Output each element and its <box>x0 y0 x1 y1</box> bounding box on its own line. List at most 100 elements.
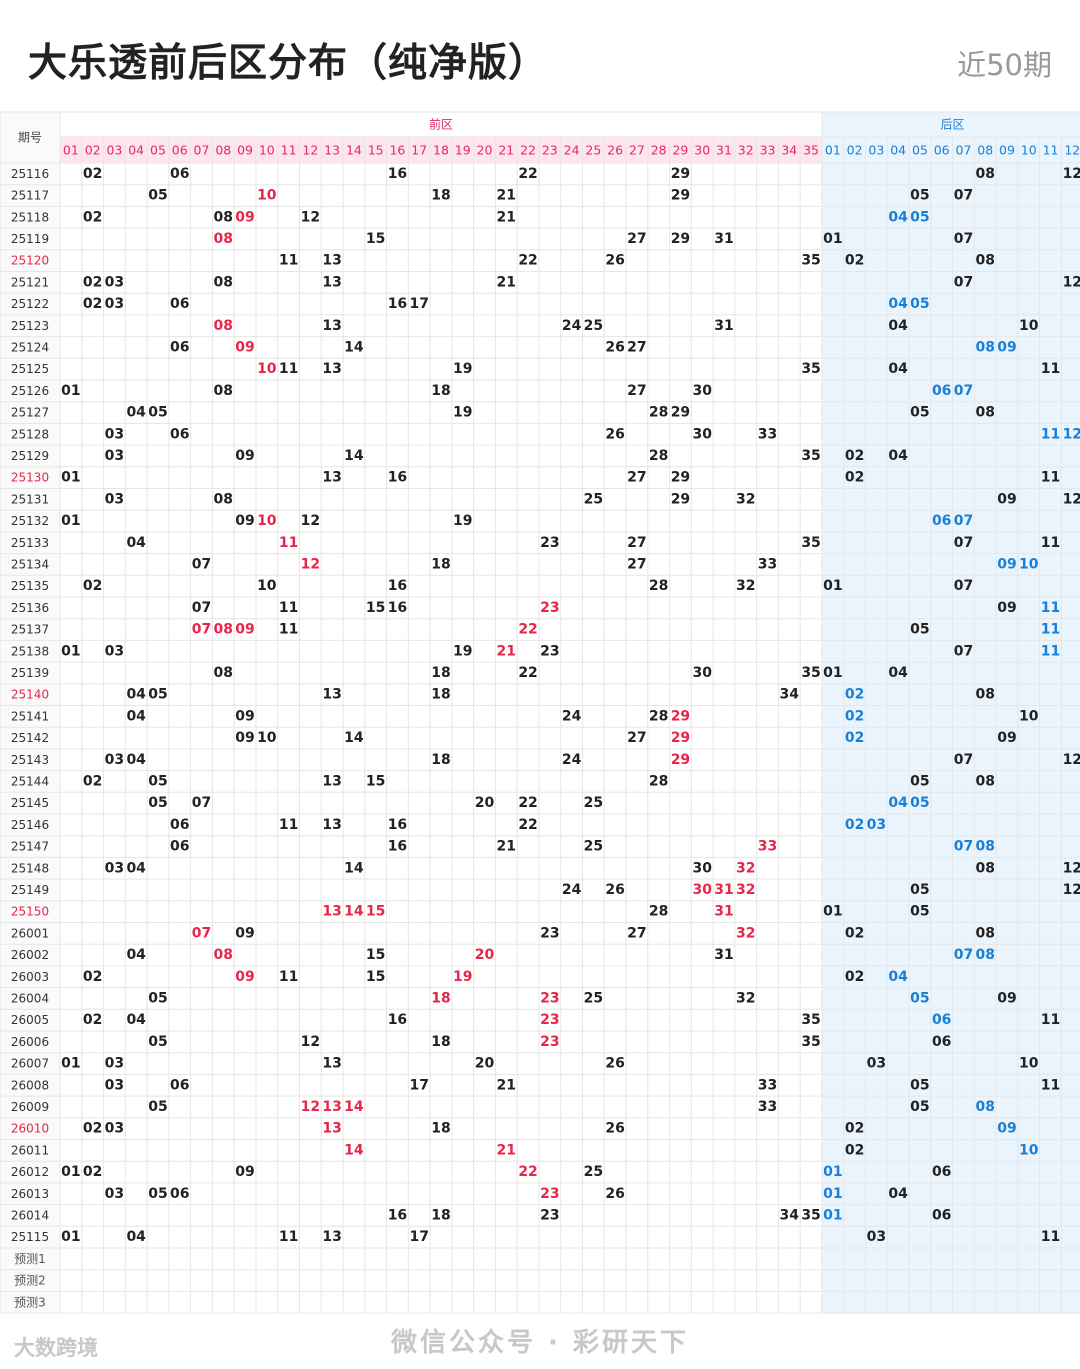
front-number: 02 <box>83 1121 102 1137</box>
front-number: 07 <box>192 600 211 616</box>
front-number: 12 <box>301 1034 320 1050</box>
front-number: 24 <box>562 708 582 724</box>
front-header-background <box>60 137 822 163</box>
back-number: 05 <box>910 405 929 421</box>
front-number: 01 <box>61 1056 80 1072</box>
front-column-label: 07 <box>194 143 210 158</box>
front-number: 19 <box>453 405 472 421</box>
front-number: 18 <box>431 687 450 703</box>
front-number: 09 <box>235 708 254 724</box>
back-number: 09 <box>997 1121 1016 1137</box>
front-number: 09 <box>235 448 254 464</box>
front-number: 10 <box>257 578 277 594</box>
back-column-label: 01 <box>825 143 841 158</box>
front-number: 30 <box>692 882 712 898</box>
front-number: 29 <box>671 405 690 421</box>
front-number: 33 <box>758 1099 777 1115</box>
front-number: 35 <box>801 1207 820 1223</box>
back-number: 02 <box>845 730 864 746</box>
back-number: 08 <box>975 925 994 941</box>
back-number: 12 <box>1063 882 1080 898</box>
front-number: 05 <box>148 1034 167 1050</box>
front-number: 27 <box>627 925 646 941</box>
back-number: 06 <box>932 513 951 529</box>
back-number: 12 <box>1063 274 1080 290</box>
front-number: 16 <box>388 817 407 833</box>
back-number: 10 <box>1019 556 1039 572</box>
back-number: 02 <box>845 817 864 833</box>
front-number: 26 <box>605 882 624 898</box>
front-number: 17 <box>409 1077 428 1093</box>
front-number: 06 <box>170 839 189 855</box>
back-number: 04 <box>888 296 908 312</box>
front-number: 25 <box>584 839 603 855</box>
front-number: 18 <box>431 1207 450 1223</box>
front-column-label: 23 <box>542 143 558 158</box>
front-number: 22 <box>518 622 537 638</box>
front-number: 12 <box>301 209 320 225</box>
front-number: 07 <box>192 925 211 941</box>
front-number: 16 <box>388 578 407 594</box>
issue-number: 25116 <box>11 167 49 181</box>
front-number: 28 <box>649 773 668 789</box>
back-number: 04 <box>888 209 908 225</box>
front-number: 13 <box>322 904 341 920</box>
issue-number: 25140 <box>11 688 49 702</box>
front-number: 03 <box>105 426 124 442</box>
issue-number: 25121 <box>11 275 49 289</box>
front-number: 04 <box>126 708 146 724</box>
back-number: 02 <box>845 969 864 985</box>
back-zone-header: 后区 <box>941 118 965 132</box>
back-number: 09 <box>997 730 1016 746</box>
issue-number: 25136 <box>11 601 49 615</box>
front-number: 02 <box>83 773 102 789</box>
back-number: 12 <box>1063 426 1080 442</box>
issue-number: 26008 <box>11 1078 49 1092</box>
front-number: 27 <box>627 231 646 247</box>
front-number: 09 <box>235 969 254 985</box>
front-number: 04 <box>126 1229 146 1245</box>
front-number: 21 <box>497 1142 516 1158</box>
back-number: 06 <box>932 1207 951 1223</box>
back-number: 11 <box>1041 622 1060 638</box>
front-number: 02 <box>83 296 102 312</box>
front-number: 09 <box>235 513 254 529</box>
front-number: 29 <box>671 231 690 247</box>
back-column-label: 04 <box>890 143 906 158</box>
back-number: 01 <box>823 904 842 920</box>
front-number: 25 <box>584 795 603 811</box>
issue-number: 预测1 <box>14 1252 46 1266</box>
front-number: 09 <box>235 925 254 941</box>
back-number: 09 <box>997 600 1016 616</box>
front-column-label: 05 <box>150 143 166 158</box>
front-number: 16 <box>388 296 407 312</box>
front-number: 22 <box>518 817 537 833</box>
front-number: 30 <box>692 426 712 442</box>
back-number: 04 <box>888 361 908 377</box>
front-column-label: 22 <box>520 143 536 158</box>
front-number: 23 <box>540 990 559 1006</box>
front-number: 26 <box>605 1186 624 1202</box>
issue-number: 26005 <box>11 1013 49 1027</box>
front-number: 21 <box>497 839 516 855</box>
issue-number: 25129 <box>11 449 49 463</box>
front-number: 13 <box>322 1056 341 1072</box>
front-number: 03 <box>105 1077 124 1093</box>
front-number: 02 <box>83 1164 102 1180</box>
front-number: 01 <box>61 513 80 529</box>
back-number: 04 <box>888 969 908 985</box>
issue-number: 26006 <box>11 1035 49 1049</box>
front-number: 06 <box>170 1077 189 1093</box>
front-number: 10 <box>257 513 277 529</box>
front-number: 31 <box>714 904 733 920</box>
front-number: 15 <box>366 947 385 963</box>
issue-number: 预测2 <box>14 1274 46 1288</box>
front-number: 09 <box>235 622 254 638</box>
front-number: 12 <box>301 1099 320 1115</box>
front-number: 35 <box>801 448 820 464</box>
front-number: 18 <box>431 383 450 399</box>
front-column-label: 18 <box>433 143 449 158</box>
back-number: 02 <box>845 448 864 464</box>
issue-number: 26007 <box>11 1057 49 1071</box>
back-number: 12 <box>1063 860 1080 876</box>
